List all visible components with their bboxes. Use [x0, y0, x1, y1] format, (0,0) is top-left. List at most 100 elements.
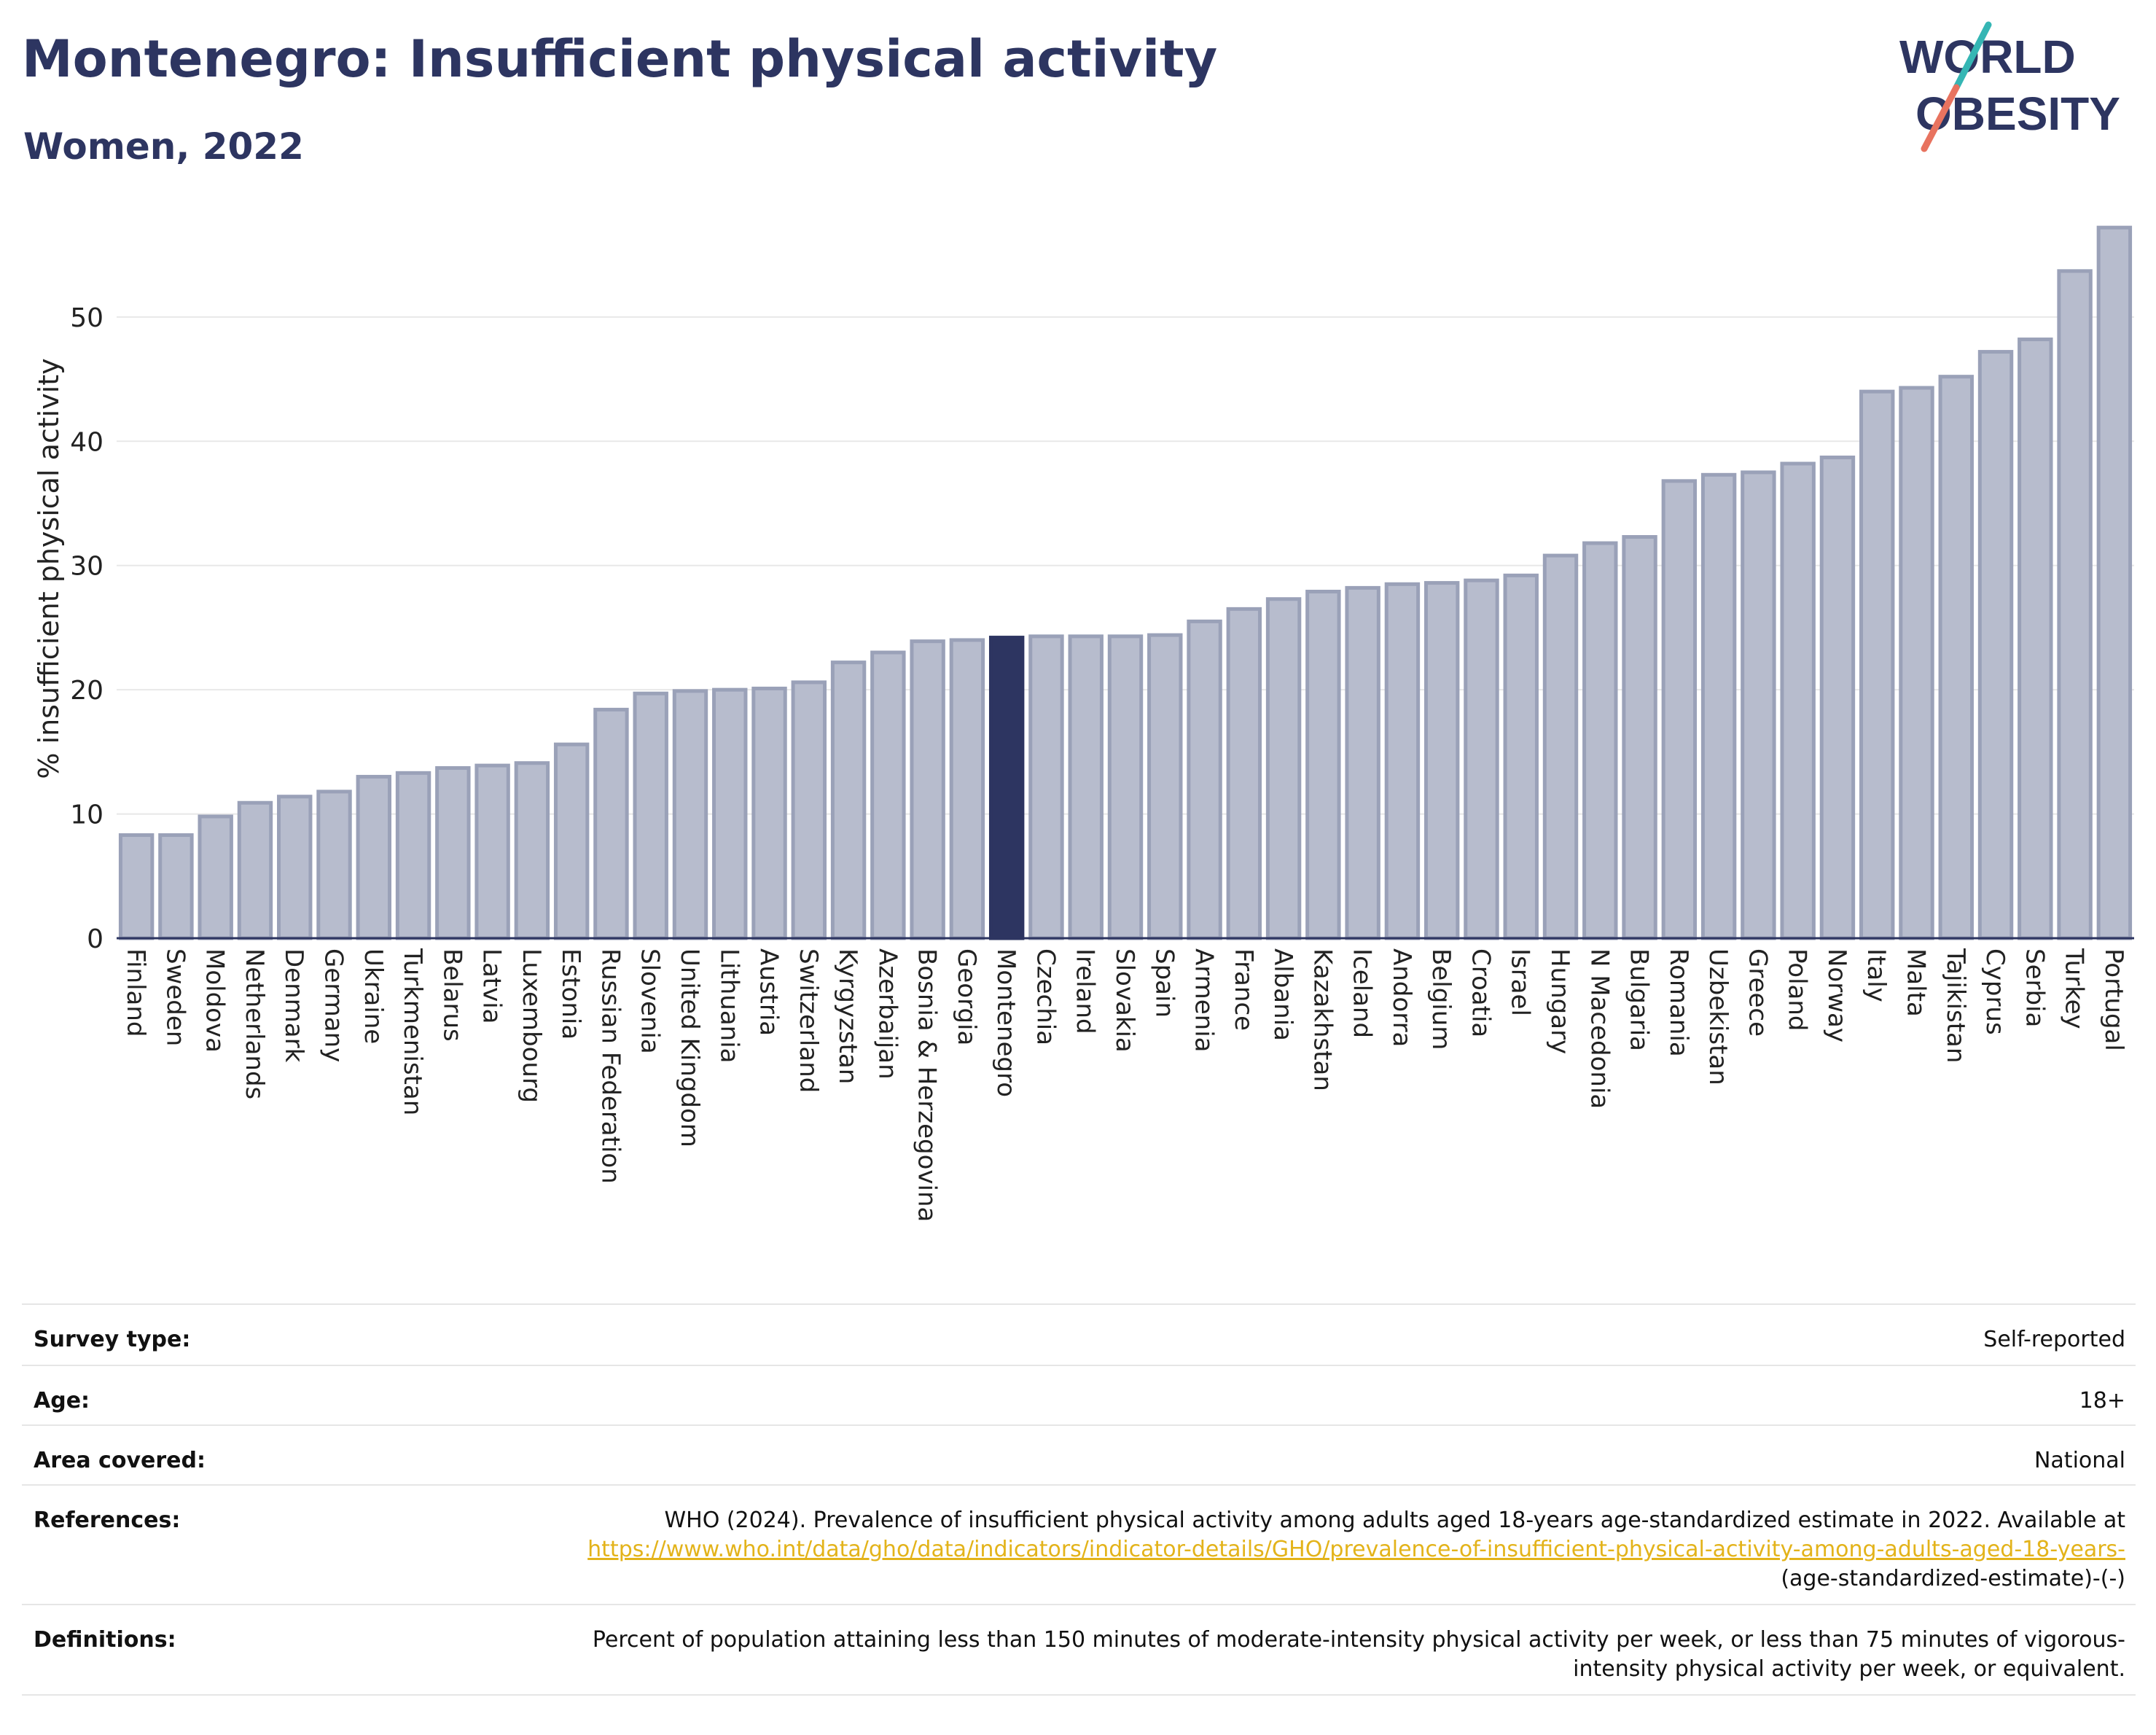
x-tick-label: Greece: [1743, 948, 1772, 1037]
bar: [1859, 389, 1895, 940]
y-tick-label: 0: [87, 924, 103, 954]
x-tick-label: Belgium: [1426, 948, 1456, 1050]
age-label: Age:: [34, 1388, 90, 1414]
x-tick-label: Norway: [1822, 948, 1851, 1042]
bar: [1345, 585, 1380, 940]
x-tick-label: Switzerland: [794, 948, 823, 1093]
bar: [791, 680, 827, 940]
bar: [1107, 634, 1144, 940]
x-tick-label: Belarus: [437, 948, 466, 1042]
bar: [1780, 461, 1816, 940]
x-tick-label: Bulgaria: [1625, 948, 1654, 1051]
bar: [1068, 634, 1104, 940]
logo-slash-teal: [1953, 21, 1992, 91]
bar: [870, 650, 906, 940]
bar: [1977, 350, 2014, 940]
area-covered-label: Area covered:: [34, 1448, 206, 1473]
definitions-label: Definitions:: [34, 1627, 176, 1653]
survey-type-label: Survey type:: [34, 1327, 191, 1352]
logo-slash-coral: [1921, 84, 1960, 152]
bar: [1265, 597, 1302, 940]
y-tick-label: 10: [70, 800, 103, 830]
bar: [1899, 386, 1934, 940]
bar: [633, 691, 668, 940]
references-link[interactable]: https://www.who.int/data/gho/data/indica…: [587, 1537, 2125, 1562]
x-tick-label: Germany: [319, 948, 348, 1062]
bar: [1741, 470, 1776, 940]
chart-title: Montenegro: Insufficient physical activi…: [22, 29, 1218, 89]
definitions-row: Definitions: Percent of population attai…: [22, 1604, 2136, 1696]
bar: [237, 800, 273, 940]
area-covered-value: National: [2034, 1448, 2125, 1473]
bar: [1305, 590, 1341, 940]
x-tick-label: Azerbaijan: [872, 948, 902, 1080]
references-label: References:: [34, 1508, 181, 1533]
bar: [1661, 479, 1698, 940]
x-tick-label: Italy: [1862, 948, 1891, 1002]
bar: [1423, 581, 1460, 940]
y-tick-label: 30: [70, 552, 103, 582]
bar: [712, 687, 748, 940]
x-tick-label: Kyrgyzstan: [833, 948, 862, 1084]
x-tick-label: Israel: [1506, 948, 1535, 1016]
x-tick-label: Czechia: [1031, 948, 1060, 1045]
x-tick-label: Andorra: [1387, 948, 1416, 1047]
bar: [2057, 269, 2093, 940]
x-tick-label: Austria: [754, 948, 784, 1036]
references-text: WHO (2024). Prevalence of insufficient p…: [664, 1508, 2125, 1533]
bar: [1384, 582, 1421, 940]
bar: [1542, 553, 1579, 940]
bar: [1187, 619, 1222, 940]
bar: [1503, 573, 1539, 940]
y-tick-label: 40: [70, 427, 103, 457]
bar: [1622, 535, 1657, 940]
x-tick-label: Romania: [1664, 948, 1693, 1057]
x-tick-label: Luxembourg: [517, 948, 546, 1103]
area-covered-row: Area covered: National: [22, 1424, 2136, 1484]
y-tick-labels: 0 10 20 30 40 50: [70, 303, 103, 954]
bar: [1226, 607, 1262, 940]
x-tick-label: Turkmenistan: [398, 948, 427, 1115]
bar: [316, 789, 352, 940]
bar: [474, 763, 510, 940]
x-tick-label: United Kingdom: [675, 948, 704, 1147]
x-tick-label: France: [1229, 948, 1258, 1031]
references-suffix: (age-standardized-estimate)-(-): [1781, 1566, 2125, 1591]
bar: [1582, 541, 1618, 940]
bar: [198, 814, 233, 940]
x-tick-label: Estonia: [556, 948, 585, 1040]
bar-highlighted: [988, 636, 1025, 940]
logo-line-1: WORLD: [1899, 31, 2076, 83]
x-tick-label: Lithuania: [714, 948, 743, 1063]
x-tick-label: Uzbekistan: [1703, 948, 1733, 1085]
x-tick-label: Tajikistan: [1941, 948, 1970, 1063]
bar: [553, 742, 590, 940]
bar: [751, 686, 787, 940]
x-tick-label: Denmark: [279, 948, 308, 1063]
survey-type-value: Self-reported: [1983, 1327, 2125, 1352]
x-tick-label: Ireland: [1071, 948, 1100, 1034]
x-tick-label: Malta: [1901, 948, 1930, 1017]
bar: [1819, 455, 1856, 940]
x-tick-label: Armenia: [1190, 948, 1219, 1053]
x-tick-label: Iceland: [1348, 948, 1377, 1038]
bar: [830, 660, 867, 940]
bar: [277, 795, 313, 940]
x-tick-label: Cyprus: [1980, 948, 2009, 1035]
bar: [1028, 634, 1064, 940]
bar: [949, 638, 985, 940]
bar: [118, 833, 155, 940]
x-tick-label: Spain: [1149, 948, 1179, 1018]
bar: [356, 774, 391, 940]
chart-subtitle: Women, 2022: [23, 125, 304, 168]
bar: [2018, 338, 2053, 940]
x-tick-label: Slovenia: [636, 948, 665, 1054]
x-tick-label: Slovakia: [1110, 948, 1139, 1053]
x-tick-label: Netherlands: [240, 948, 269, 1099]
x-tick-label: Latvia: [477, 948, 507, 1024]
x-tick-labels: Finland Sweden Moldova Netherlands Denmark Ge…: [121, 948, 2128, 1222]
x-tick-label: Finland: [121, 948, 150, 1037]
bar: [1938, 375, 1974, 940]
bar: [593, 707, 629, 940]
x-tick-label: Portugal: [2099, 948, 2128, 1051]
